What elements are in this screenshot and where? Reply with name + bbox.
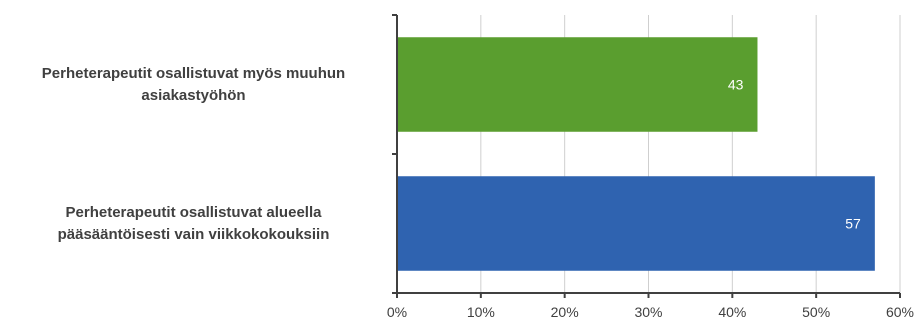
bar-1 <box>397 176 875 271</box>
x-tick-label-2: 20% <box>551 304 579 320</box>
x-tick-label-3: 30% <box>634 304 662 320</box>
category-label-line: pääsääntöisesti vain viikkokokouksiin <box>57 225 330 243</box>
x-tick-label-4: 40% <box>718 304 746 320</box>
x-tick-label-1: 10% <box>467 304 495 320</box>
category-label-1: Perheterapeutit osallistuvat alueella pää… <box>0 202 387 246</box>
x-tick-label-0: 0% <box>387 304 407 320</box>
data-label-1: 57 <box>845 216 861 232</box>
category-label-line: asiakastyöhön <box>141 86 246 104</box>
bar-0 <box>397 37 758 132</box>
category-label-line: Perheterapeutit osallistuvat myös muuhun <box>41 64 346 82</box>
x-tick-label-5: 50% <box>802 304 830 320</box>
x-tick-label-6: 60% <box>886 304 914 320</box>
category-label-line: Perheterapeutit osallistuvat alueella <box>65 203 322 221</box>
data-label-0: 43 <box>728 77 744 93</box>
category-label-0: Perheterapeutit osallistuvat myös muuhun… <box>0 63 387 107</box>
